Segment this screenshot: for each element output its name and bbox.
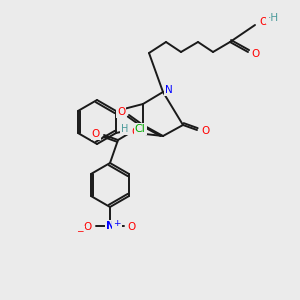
Text: O: O [92, 129, 100, 139]
Text: O: O [117, 107, 125, 117]
Text: O: O [252, 49, 260, 59]
Text: O: O [259, 17, 267, 27]
Text: N: N [106, 221, 114, 231]
Text: H: H [121, 124, 129, 134]
Text: O: O [128, 222, 136, 232]
Text: +: + [113, 220, 121, 229]
Text: O: O [201, 126, 209, 136]
Text: ·H: ·H [267, 13, 279, 23]
Text: O: O [131, 127, 139, 137]
Text: N: N [165, 85, 173, 95]
Text: −: − [76, 226, 84, 236]
Text: O: O [83, 222, 91, 232]
Text: Cl: Cl [135, 124, 146, 134]
